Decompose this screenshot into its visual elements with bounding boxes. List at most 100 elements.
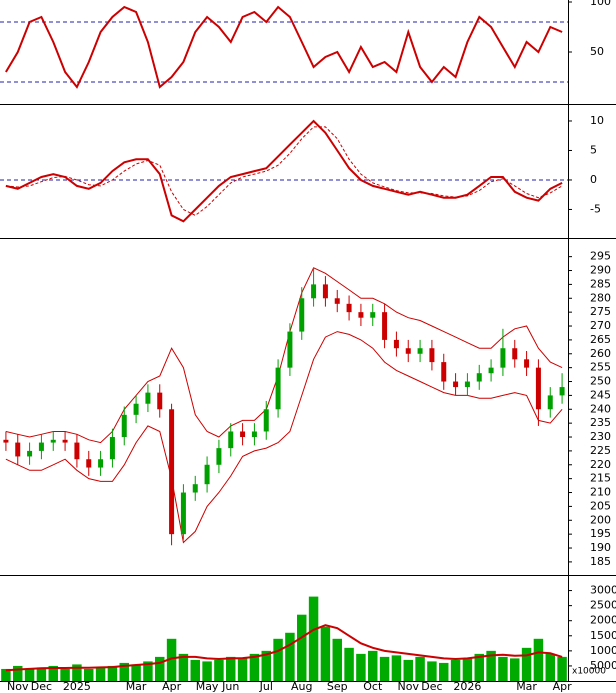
candle-body bbox=[251, 431, 257, 438]
volume-bar bbox=[368, 650, 378, 681]
volume-bar bbox=[344, 647, 354, 681]
candle-body bbox=[358, 312, 364, 318]
candle-body bbox=[370, 312, 376, 318]
candle-body bbox=[334, 298, 340, 304]
volume-bar bbox=[391, 655, 402, 681]
candle-body bbox=[169, 409, 175, 535]
x-tick-label: 2025 bbox=[63, 680, 91, 693]
candle-body bbox=[382, 312, 388, 340]
candle-body bbox=[240, 431, 246, 438]
x-tick-label: Mar bbox=[126, 680, 147, 693]
y-tick-label: 285 bbox=[590, 277, 611, 290]
volume-bar bbox=[84, 668, 94, 681]
volume-bar bbox=[498, 656, 508, 681]
x-tick-label: 2026 bbox=[453, 680, 481, 693]
candle-body bbox=[228, 431, 234, 449]
candle-body bbox=[512, 348, 518, 360]
volume-bar bbox=[285, 632, 295, 681]
volume-bar bbox=[155, 656, 165, 681]
candle-body bbox=[38, 442, 44, 451]
candle-body bbox=[287, 331, 293, 368]
volume-bar bbox=[36, 667, 47, 681]
y-tick-label: 275 bbox=[590, 305, 611, 318]
volume-bar bbox=[320, 626, 331, 681]
candle-body bbox=[311, 284, 317, 299]
volume-bar bbox=[60, 668, 70, 681]
volume-bar bbox=[107, 665, 118, 681]
candle-body bbox=[322, 284, 328, 299]
y-tick-label: 270 bbox=[590, 319, 611, 332]
candle-body bbox=[417, 348, 423, 354]
candle-body bbox=[500, 348, 506, 368]
y-tick-label: 25000 bbox=[590, 599, 616, 612]
y-tick-label: 190 bbox=[590, 541, 611, 554]
volume-bar bbox=[462, 658, 473, 681]
y-tick-label: 280 bbox=[590, 291, 611, 304]
y-tick-label: 100 bbox=[590, 0, 611, 8]
volume-bar bbox=[249, 653, 260, 681]
x-tick-label: Nov bbox=[7, 680, 29, 693]
y-tick-label: 215 bbox=[590, 472, 611, 485]
y-tick-label: 20000 bbox=[590, 614, 616, 627]
y-tick-label: 250 bbox=[590, 375, 611, 388]
line bbox=[5, 126, 563, 216]
volume-bar bbox=[308, 596, 319, 681]
candle-body bbox=[133, 403, 139, 415]
band-line bbox=[5, 267, 563, 444]
x-tick-label: Dec bbox=[421, 680, 442, 693]
candle-body bbox=[86, 459, 92, 468]
x-tick-label: Aug bbox=[291, 680, 312, 693]
volume-bar bbox=[332, 638, 342, 681]
x-tick-label: Apr bbox=[553, 680, 573, 693]
candle-body bbox=[559, 387, 565, 396]
y-tick-label: 10 bbox=[590, 114, 604, 127]
volume-ma bbox=[5, 624, 563, 672]
x-tick-label: Sep bbox=[327, 680, 348, 693]
candle-body bbox=[453, 381, 459, 388]
volume-bar bbox=[557, 656, 567, 681]
candle-body bbox=[216, 448, 222, 465]
x-tick-label: Nov bbox=[398, 680, 420, 693]
candle-body bbox=[476, 373, 482, 382]
y-tick-label: 245 bbox=[590, 388, 611, 401]
volume-bar bbox=[131, 664, 141, 681]
unit-label: x10000 bbox=[572, 667, 606, 677]
candle-body bbox=[109, 437, 115, 460]
volume-bar bbox=[521, 647, 532, 681]
volume-bar bbox=[178, 653, 189, 681]
y-tick-label: 240 bbox=[590, 402, 611, 415]
x-tick-label: Dec bbox=[31, 680, 52, 693]
volume-bar bbox=[486, 650, 496, 681]
candle-body bbox=[121, 414, 127, 438]
volume-bar bbox=[533, 638, 544, 681]
candle-body bbox=[157, 392, 163, 410]
volume-bar bbox=[439, 662, 449, 681]
y-tick-label: 0 bbox=[590, 173, 597, 186]
candle-body bbox=[346, 303, 352, 313]
y-tick-label: 30000 bbox=[590, 584, 616, 597]
y-tick-label: 200 bbox=[590, 513, 611, 526]
y-tick-label: 255 bbox=[590, 361, 611, 374]
volume-bar bbox=[202, 661, 212, 681]
volume-bar bbox=[450, 659, 461, 681]
y-tick-label: 50 bbox=[590, 45, 604, 58]
y-tick-label: 5 bbox=[590, 143, 597, 156]
candle-body bbox=[263, 409, 269, 432]
y-tick-label: 225 bbox=[590, 444, 611, 457]
volume-bar bbox=[415, 656, 425, 681]
volume-bar bbox=[214, 659, 224, 681]
candle-body bbox=[27, 450, 33, 457]
y-tick-label: 230 bbox=[590, 430, 611, 443]
volume-bar bbox=[356, 653, 366, 681]
volume-bar bbox=[190, 659, 200, 681]
candle-body bbox=[488, 367, 494, 374]
volume-bar bbox=[24, 668, 35, 681]
y-tick-label: 195 bbox=[590, 527, 611, 540]
y-tick-label: 265 bbox=[590, 333, 611, 346]
volume-bar bbox=[427, 661, 437, 681]
volume-bar bbox=[1, 668, 11, 681]
candle-body bbox=[405, 348, 411, 354]
y-tick-label: -5 bbox=[590, 202, 601, 215]
y-tick-label: 15000 bbox=[590, 629, 616, 642]
